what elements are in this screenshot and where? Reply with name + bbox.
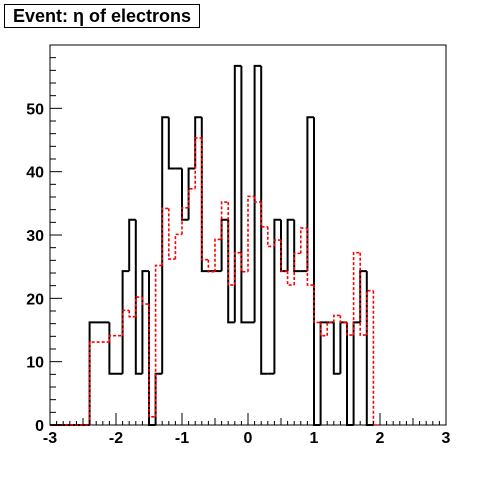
- bin: [333, 314, 341, 323]
- bin: [141, 270, 149, 374]
- y-tick-label: 40: [26, 165, 44, 182]
- bin: [286, 218, 295, 272]
- bin: [306, 116, 314, 272]
- bin: [88, 321, 110, 425]
- chart-title: Event: η of electrons: [13, 5, 192, 26]
- x-tick-label: 2: [376, 430, 385, 447]
- bin: [267, 226, 275, 248]
- bin: [161, 207, 169, 266]
- series-layer: [50, 64, 380, 426]
- bin: [280, 240, 288, 272]
- bin: [240, 252, 248, 273]
- series-1: [50, 137, 380, 426]
- bin: [201, 138, 209, 261]
- bin: [326, 321, 334, 336]
- bin: [273, 218, 281, 374]
- bin: [154, 264, 163, 417]
- bin: [253, 64, 262, 323]
- bin: [187, 187, 196, 208]
- bin: [121, 270, 130, 374]
- bin: [313, 285, 321, 324]
- x-tick-label: -1: [175, 430, 189, 447]
- bin: [359, 252, 367, 336]
- bin: [240, 65, 248, 324]
- x-tick-label: -2: [109, 430, 123, 447]
- x-tick-label: 3: [442, 430, 451, 447]
- x-tick-label: -3: [43, 430, 57, 447]
- bin: [168, 208, 176, 260]
- bin: [220, 201, 229, 240]
- bin: [352, 251, 361, 336]
- bin: [88, 341, 110, 425]
- bin: [300, 227, 308, 254]
- bin: [247, 195, 255, 272]
- bin: [293, 252, 301, 286]
- bin: [128, 218, 136, 272]
- y-tick-label: 0: [35, 418, 44, 435]
- bin: [339, 315, 347, 324]
- bin: [346, 322, 354, 336]
- bin: [319, 322, 328, 337]
- bin: [220, 218, 229, 272]
- bin: [233, 64, 242, 323]
- title-box: Event: η of electrons: [4, 4, 201, 28]
- bin: [253, 196, 262, 203]
- bin: [128, 310, 136, 318]
- bin: [161, 116, 169, 374]
- y-tick-label: 30: [26, 228, 44, 245]
- bin: [306, 228, 314, 286]
- bin: [181, 206, 189, 235]
- bin: [260, 65, 268, 375]
- bin: [181, 168, 189, 221]
- bin: [332, 322, 341, 375]
- y-axis: 0 10 20 30 40 50: [26, 44, 62, 435]
- bin: [141, 297, 149, 305]
- bin: [214, 238, 222, 272]
- bin: [134, 219, 143, 375]
- y-tick-label: 10: [26, 355, 44, 372]
- bin: [293, 219, 301, 273]
- x-axis: -3 -2 -1 0 1 2 3: [43, 413, 451, 447]
- bin: [121, 309, 130, 336]
- bin: [273, 239, 281, 247]
- bin: [154, 372, 163, 425]
- bin: [167, 117, 176, 170]
- bin: [148, 304, 156, 418]
- y-tick-label: 20: [26, 291, 44, 308]
- bin: [135, 296, 143, 317]
- bin: [227, 202, 235, 286]
- bin: [194, 137, 202, 189]
- y-tick-label: 50: [26, 101, 44, 118]
- bin: [234, 251, 242, 286]
- x-tick-label: 0: [244, 430, 253, 447]
- bin: [207, 259, 215, 273]
- bin: [108, 334, 123, 343]
- x-tick-label: 1: [310, 430, 319, 447]
